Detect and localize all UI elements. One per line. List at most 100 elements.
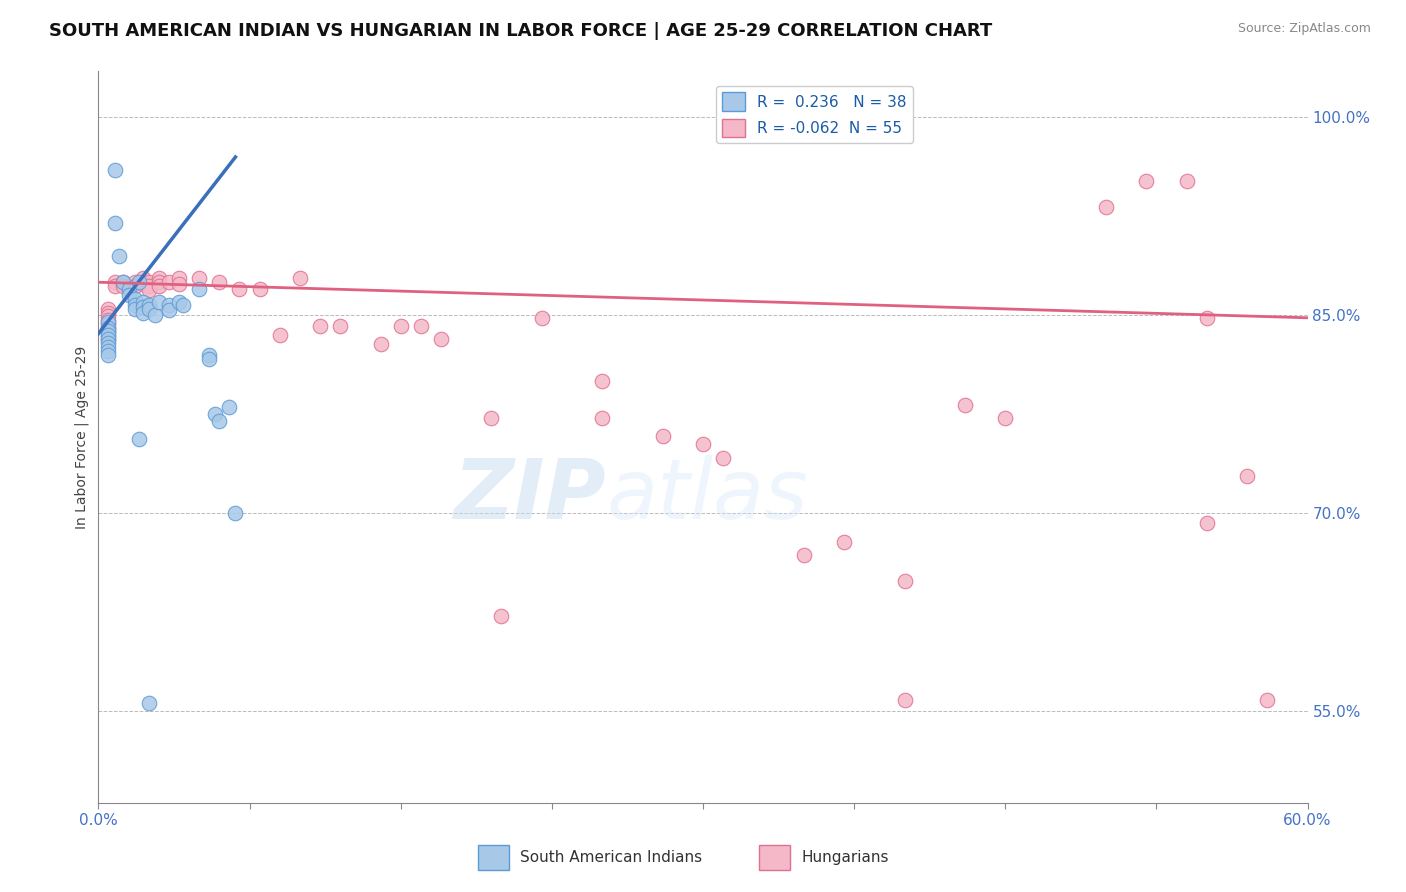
Point xyxy=(138,696,160,710)
Point xyxy=(491,608,513,623)
Point xyxy=(124,293,146,307)
Point xyxy=(389,318,412,333)
Point xyxy=(793,548,815,562)
Point xyxy=(711,450,734,465)
Point xyxy=(128,275,150,289)
Text: Hungarians: Hungarians xyxy=(801,850,889,864)
Point xyxy=(1195,310,1218,325)
Point xyxy=(132,305,155,319)
Point xyxy=(994,411,1017,425)
Point xyxy=(1256,693,1278,707)
Point xyxy=(97,305,120,319)
Point xyxy=(103,279,125,293)
Point xyxy=(124,279,146,293)
Point xyxy=(198,348,221,362)
Point xyxy=(138,298,160,312)
Point xyxy=(118,288,141,302)
Point xyxy=(208,414,231,428)
Point xyxy=(157,275,180,289)
Point xyxy=(309,318,332,333)
Point xyxy=(132,295,155,310)
Point xyxy=(953,398,976,412)
Point xyxy=(208,275,231,289)
Text: SOUTH AMERICAN INDIAN VS HUNGARIAN IN LABOR FORCE | AGE 25-29 CORRELATION CHART: SOUTH AMERICAN INDIAN VS HUNGARIAN IN LA… xyxy=(49,22,993,40)
Point xyxy=(269,327,291,342)
Point xyxy=(118,282,141,296)
Y-axis label: In Labor Force | Age 25-29: In Labor Force | Age 25-29 xyxy=(75,345,89,529)
Point xyxy=(97,333,120,347)
Point xyxy=(148,271,170,285)
Point xyxy=(132,271,155,285)
Text: South American Indians: South American Indians xyxy=(520,850,703,864)
Point xyxy=(167,295,190,310)
Point xyxy=(893,574,915,589)
Point xyxy=(329,318,352,333)
Point xyxy=(97,321,120,335)
Point xyxy=(198,351,221,366)
Point xyxy=(97,318,120,332)
Text: atlas: atlas xyxy=(606,455,808,536)
Point xyxy=(167,277,190,291)
Point xyxy=(107,249,129,263)
Point xyxy=(118,282,141,296)
Point xyxy=(530,310,553,325)
Point xyxy=(370,337,392,351)
Point xyxy=(138,275,160,289)
Point xyxy=(148,279,170,293)
Point xyxy=(97,321,120,335)
Point xyxy=(124,301,146,316)
Point xyxy=(97,313,120,327)
Point xyxy=(148,275,170,289)
Point xyxy=(97,343,120,358)
Point xyxy=(591,374,613,388)
Point xyxy=(138,301,160,316)
Point xyxy=(138,283,160,297)
Point xyxy=(218,401,240,415)
Point xyxy=(224,506,246,520)
Point xyxy=(138,279,160,293)
Legend: R =  0.236   N = 38, R = -0.062  N = 55: R = 0.236 N = 38, R = -0.062 N = 55 xyxy=(716,87,912,144)
Point xyxy=(1095,200,1118,214)
Point xyxy=(409,318,432,333)
Point xyxy=(692,437,714,451)
Point xyxy=(111,279,134,293)
Point xyxy=(97,348,120,362)
Point xyxy=(111,275,134,289)
Point xyxy=(103,163,125,178)
Point xyxy=(111,275,134,289)
Point xyxy=(143,308,166,322)
Point xyxy=(148,295,170,310)
Point xyxy=(1195,516,1218,531)
Point xyxy=(97,310,120,324)
Text: ZIP: ZIP xyxy=(454,455,606,536)
Point xyxy=(97,301,120,316)
Point xyxy=(893,693,915,707)
Point xyxy=(249,282,271,296)
Point xyxy=(288,271,311,285)
Point xyxy=(124,298,146,312)
Point xyxy=(97,324,120,338)
Point xyxy=(228,282,250,296)
Point xyxy=(172,298,194,312)
Point xyxy=(97,340,120,354)
Point xyxy=(97,329,120,343)
Point xyxy=(132,277,155,291)
Point xyxy=(97,335,120,350)
Point xyxy=(1236,469,1258,483)
Point xyxy=(97,327,120,342)
Point xyxy=(1135,174,1157,188)
Point xyxy=(97,315,120,329)
Point xyxy=(103,275,125,289)
Point xyxy=(481,411,503,425)
Point xyxy=(157,298,180,312)
Point xyxy=(97,326,120,340)
Point xyxy=(103,216,125,230)
Point xyxy=(167,271,190,285)
Point xyxy=(97,332,120,346)
Point xyxy=(124,275,146,289)
Point xyxy=(132,300,155,314)
Point xyxy=(157,302,180,317)
Point xyxy=(832,534,855,549)
Point xyxy=(128,432,150,446)
Point xyxy=(430,332,453,346)
